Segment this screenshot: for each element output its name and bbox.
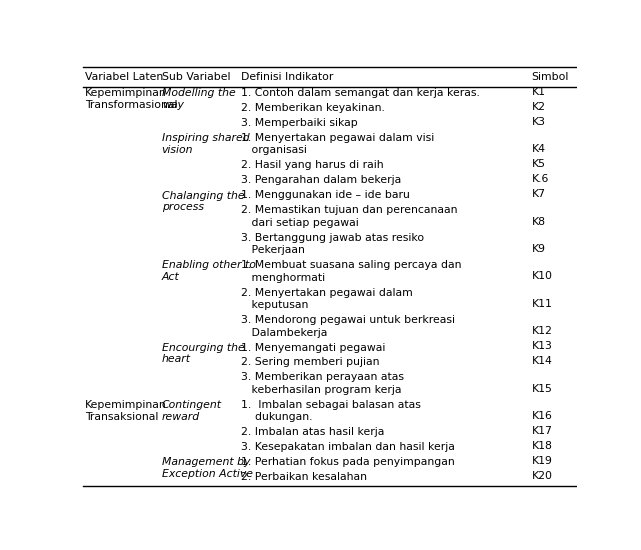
- Text: Enabling other to
Act: Enabling other to Act: [162, 260, 256, 282]
- Text: 1.  Imbalan sebagai balasan atas: 1. Imbalan sebagai balasan atas: [241, 400, 421, 410]
- Text: Inspiring shared
vision: Inspiring shared vision: [162, 133, 249, 155]
- Text: Management by
Exception Active: Management by Exception Active: [162, 458, 253, 479]
- Text: 2. Imbalan atas hasil kerja: 2. Imbalan atas hasil kerja: [241, 427, 385, 437]
- Text: 2. Hasil yang harus di raih: 2. Hasil yang harus di raih: [241, 161, 384, 170]
- Text: K16: K16: [531, 411, 553, 421]
- Text: 1. Menyertakan pegawai dalam visi: 1. Menyertakan pegawai dalam visi: [241, 133, 435, 143]
- Text: 1. Membuat suasana saling percaya dan: 1. Membuat suasana saling percaya dan: [241, 260, 462, 270]
- Text: dari setiap pegawai: dari setiap pegawai: [241, 218, 359, 228]
- Text: K4: K4: [531, 144, 545, 154]
- Text: K19: K19: [531, 456, 553, 466]
- Text: keputusan: keputusan: [241, 300, 308, 310]
- Text: 3. Bertanggung jawab atas resiko: 3. Bertanggung jawab atas resiko: [241, 233, 424, 243]
- Text: K14: K14: [531, 356, 553, 366]
- Text: 3. Mendorong pegawai untuk berkreasi: 3. Mendorong pegawai untuk berkreasi: [241, 315, 455, 325]
- Text: K18: K18: [531, 441, 553, 451]
- Text: keberhasilan program kerja: keberhasilan program kerja: [241, 385, 401, 395]
- Text: Kepemimpinan
Transformasional: Kepemimpinan Transformasional: [85, 89, 177, 110]
- Text: 2. Memberikan keyakinan.: 2. Memberikan keyakinan.: [241, 103, 385, 113]
- Text: K11: K11: [531, 299, 553, 309]
- Text: Pekerjaan: Pekerjaan: [241, 245, 305, 255]
- Text: K7: K7: [531, 189, 545, 199]
- Text: K5: K5: [531, 159, 545, 169]
- Text: 2. Perbaikan kesalahan: 2. Perbaikan kesalahan: [241, 472, 367, 482]
- Text: menghormati: menghormati: [241, 273, 325, 283]
- Text: K3: K3: [531, 117, 545, 127]
- Text: K13: K13: [531, 342, 553, 351]
- Text: Kepemimpinan
Transaksional: Kepemimpinan Transaksional: [85, 400, 167, 422]
- Text: Sub Variabel: Sub Variabel: [162, 72, 230, 82]
- Text: Chalanging the
process: Chalanging the process: [162, 190, 244, 212]
- Text: 2. Menyertakan pegawai dalam: 2. Menyertakan pegawai dalam: [241, 288, 413, 298]
- Text: Variabel Laten: Variabel Laten: [85, 72, 163, 82]
- Text: K20: K20: [531, 471, 553, 481]
- Text: 2. Memastikan tujuan dan perencanaan: 2. Memastikan tujuan dan perencanaan: [241, 205, 458, 215]
- Text: K12: K12: [531, 326, 553, 337]
- Text: 3. Memperbaiki sikap: 3. Memperbaiki sikap: [241, 118, 358, 128]
- Text: 3. Kesepakatan imbalan dan hasil kerja: 3. Kesepakatan imbalan dan hasil kerja: [241, 442, 455, 452]
- Text: Contingent
reward: Contingent reward: [162, 400, 222, 422]
- Text: 3. Memberikan perayaan atas: 3. Memberikan perayaan atas: [241, 372, 404, 382]
- Text: Modelling the
way: Modelling the way: [162, 89, 235, 110]
- Text: Encourging the
heart: Encourging the heart: [162, 343, 244, 364]
- Text: K17: K17: [531, 426, 553, 436]
- Text: K2: K2: [531, 102, 545, 112]
- Text: 1. Contoh dalam semangat dan kerja keras.: 1. Contoh dalam semangat dan kerja keras…: [241, 88, 480, 98]
- Text: Dalambekerja: Dalambekerja: [241, 328, 328, 338]
- Text: 1. Perhatian fokus pada penyimpangan: 1. Perhatian fokus pada penyimpangan: [241, 457, 455, 467]
- Text: Definisi Indikator: Definisi Indikator: [241, 72, 333, 82]
- Text: K1: K1: [531, 87, 545, 97]
- Text: 1. Menggunakan ide – ide baru: 1. Menggunakan ide – ide baru: [241, 190, 410, 200]
- Text: K8: K8: [531, 217, 545, 227]
- Text: K10: K10: [531, 272, 553, 282]
- Text: dukungan.: dukungan.: [241, 412, 313, 422]
- Text: 2. Sering memberi pujian: 2. Sering memberi pujian: [241, 358, 379, 367]
- Text: K.6: K.6: [531, 174, 549, 184]
- Text: K9: K9: [531, 244, 545, 254]
- Text: 1. Menyemangati pegawai: 1. Menyemangati pegawai: [241, 343, 385, 353]
- Text: Simbol: Simbol: [531, 72, 569, 82]
- Text: 3. Pengarahan dalam bekerja: 3. Pengarahan dalam bekerja: [241, 175, 401, 185]
- Text: K15: K15: [531, 384, 553, 394]
- Text: organisasi: organisasi: [241, 146, 307, 156]
